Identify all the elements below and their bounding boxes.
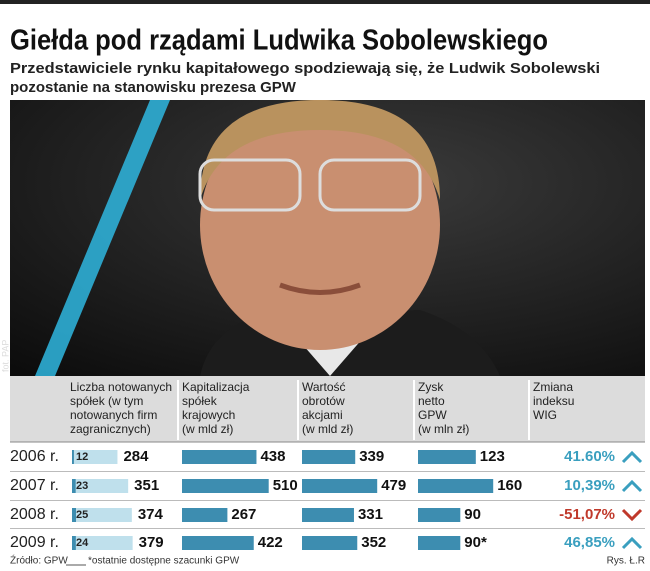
value-label: 123 xyxy=(480,448,505,465)
bar xyxy=(182,508,228,522)
bar-foreign xyxy=(72,536,76,550)
wig-label: 46,85% xyxy=(564,534,615,551)
wig-label: -51,07% xyxy=(559,506,615,523)
column-header: WIG xyxy=(533,408,557,422)
bar xyxy=(418,508,461,522)
bar xyxy=(72,479,129,493)
value-label: 351 xyxy=(134,477,159,494)
column-header: (w mld zł) xyxy=(182,422,233,436)
bar xyxy=(418,450,476,464)
value-label: 331 xyxy=(358,506,383,523)
value-label: 339 xyxy=(359,448,384,465)
hair xyxy=(200,100,440,200)
column-header: spółek xyxy=(182,394,218,408)
value-label: 267 xyxy=(231,506,256,523)
light-beam xyxy=(35,100,170,376)
value-label: 422 xyxy=(258,534,283,551)
title: Giełda pod rządami Ludwika Sobolewskiego xyxy=(10,25,548,57)
bar xyxy=(302,450,356,464)
bar xyxy=(72,450,118,464)
footnote: *ostatnie dostępne szacunki GPW xyxy=(88,556,240,567)
value-label: 90* xyxy=(464,534,487,551)
bar xyxy=(418,479,494,493)
photo: fot. PAP xyxy=(0,100,645,376)
column-header: Wartość xyxy=(302,380,346,394)
column-header: akcjami xyxy=(302,408,343,422)
bar-foreign xyxy=(72,450,74,464)
arrow-up xyxy=(621,536,643,550)
column-header: Liczba notowanych xyxy=(70,380,172,394)
value-label: 352 xyxy=(361,534,386,551)
source: Źródło: GPW xyxy=(10,554,68,567)
mouth xyxy=(279,282,361,295)
wig-label: 10,39% xyxy=(564,477,615,494)
arrow-up xyxy=(621,450,643,464)
arrow-down xyxy=(621,508,643,522)
bar-foreign xyxy=(72,479,76,493)
bar xyxy=(182,479,269,493)
column-header: obrotów xyxy=(302,394,345,408)
header-bg xyxy=(10,376,645,442)
column-header: Kapitalizacja xyxy=(182,380,250,394)
bar xyxy=(418,536,461,550)
glasses xyxy=(198,158,302,212)
column-header: (w mld zł) xyxy=(302,422,353,436)
value-label: 510 xyxy=(273,477,298,494)
column-header: GPW xyxy=(418,408,447,422)
column-header: Zmiana xyxy=(533,380,573,394)
value-label: 90 xyxy=(464,506,481,523)
credit: Rys. Ł.R xyxy=(607,556,645,567)
year-label: 2006 r. xyxy=(10,448,59,465)
value-label: 438 xyxy=(260,448,285,465)
column-header: spółek (w tym xyxy=(70,394,143,408)
bar xyxy=(72,508,132,522)
top-rule xyxy=(0,0,650,4)
year-label: 2007 r. xyxy=(10,477,59,494)
column-header: netto xyxy=(418,394,445,408)
column-header: notowanych firm xyxy=(70,408,157,422)
wig-label: 41.60% xyxy=(564,448,615,465)
value-label: 284 xyxy=(123,448,149,465)
year-label: 2008 r. xyxy=(10,506,59,523)
foreign-label: 12 xyxy=(76,451,88,463)
bar xyxy=(182,536,254,550)
subtitle: pozostanie na stanowisku prezesa GPW xyxy=(10,79,297,96)
value-label: 160 xyxy=(497,477,522,494)
column-header: indeksu xyxy=(533,394,574,408)
arrow-up xyxy=(621,479,643,493)
foreign-label: 24 xyxy=(76,537,89,549)
face xyxy=(200,100,440,350)
bar xyxy=(302,479,378,493)
glasses xyxy=(318,158,422,212)
year-label: 2009 r. xyxy=(10,534,59,551)
subtitle: Przedstawiciele rynku kapitałowego spodz… xyxy=(10,60,600,77)
bar xyxy=(302,508,354,522)
bar xyxy=(182,450,257,464)
foreign-label: 23 xyxy=(76,480,88,492)
photo-credit: fot. PAP xyxy=(0,340,10,372)
value-label: 479 xyxy=(381,477,406,494)
bar xyxy=(72,536,133,550)
value-label: 374 xyxy=(138,506,164,523)
foreign-label: 25 xyxy=(76,509,88,521)
column-header: zagranicznych) xyxy=(70,422,151,436)
column-header: krajowych xyxy=(182,408,235,422)
bar xyxy=(302,536,358,550)
bar-foreign xyxy=(72,508,76,522)
column-header: Zysk xyxy=(418,380,444,394)
column-header: (w mln zł) xyxy=(418,422,469,436)
value-label: 379 xyxy=(139,534,164,551)
